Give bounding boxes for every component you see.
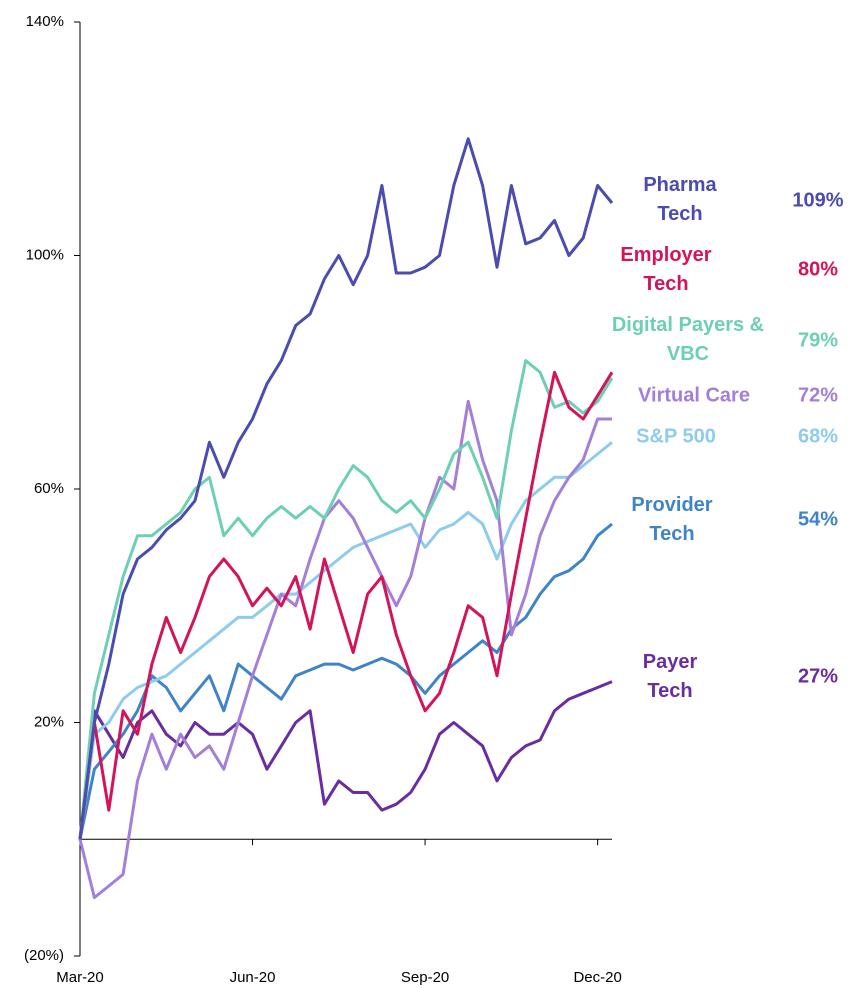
legend-label: Digital Payers & VBC [611,314,765,365]
y-tick-label: 100% [26,246,64,263]
x-tick-label: Sep-20 [401,969,449,986]
legend-label: Virtual Care [638,384,750,407]
x-tick-label: Mar-20 [56,969,104,986]
y-tick-label: 20% [34,713,64,730]
legend-label: Payer Tech [642,651,698,702]
end-value-label: 68% [797,425,839,448]
y-tick-label: 140% [26,13,64,30]
series-line [78,522,613,840]
x-tick-label: Dec-20 [573,969,621,986]
series-line [78,399,612,900]
end-value-label: 72% [797,384,839,407]
legend-label: Pharma Tech [643,174,717,225]
y-tick-label: (20%) [24,947,64,964]
series-line [78,370,614,840]
series-line [78,137,614,840]
series-line [78,359,614,840]
legend-label: S&P 500 [636,425,716,448]
end-value-label: 80% [797,258,839,281]
end-value-label: 27% [797,665,839,688]
end-value-label: 109% [792,189,844,212]
x-tick-label: Jun-20 [230,969,276,986]
legend-label: Employer Tech [620,244,712,295]
end-value-label: 79% [797,329,839,352]
y-tick-label: 60% [34,480,64,497]
end-value-label: 54% [797,508,839,531]
series-line [78,441,613,840]
legend-label: Provider Tech [631,494,713,545]
series-line [78,680,613,840]
